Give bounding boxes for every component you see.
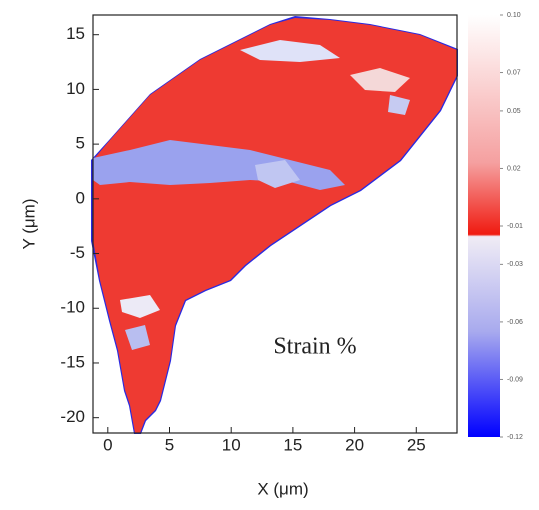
strain-map: [91, 16, 458, 434]
x-tick-label: 0: [103, 435, 112, 454]
y-tick-label: -10: [60, 298, 85, 317]
x-tick-label: 20: [345, 435, 364, 454]
colorbar-tick-label: -0.01: [507, 223, 523, 230]
colorbar-tick-label: -0.09: [507, 376, 523, 383]
colorbar-tick-label: -0.06: [507, 319, 523, 326]
x-tick-label: 10: [222, 435, 241, 454]
plot-frame: [92, 14, 458, 434]
y-tick-label: -5: [70, 243, 85, 262]
y-tick-label: -20: [60, 407, 85, 426]
y-tick-label: 5: [76, 134, 85, 153]
x-tick-label: 5: [165, 435, 174, 454]
x-tick-label: 15: [283, 435, 302, 454]
colorbar-tick-label: 0.02: [507, 165, 521, 172]
x-tick-label: 25: [407, 435, 426, 454]
x-axis-label: X (μm): [257, 479, 308, 498]
y-tick-label: 10: [66, 79, 85, 98]
colorbar-tick-label: 0.10: [507, 12, 521, 19]
colorbar: [468, 15, 500, 437]
colorbar-ticks: 0.10 0.07 0.05 0.02 -0.01 -0.03 -0.06 -0.09 -0.1…: [500, 12, 523, 441]
colorbar-tick-label: -0.12: [507, 434, 523, 441]
y-axis-label: Y (μm): [19, 198, 38, 249]
colorbar-tick-label: 0.07: [507, 69, 521, 76]
y-tick-label: 0: [76, 188, 85, 207]
annotation: Strain %: [273, 334, 356, 360]
colorbar-tick-label: 0.05: [507, 108, 521, 115]
colorbar-tick-label: -0.03: [507, 261, 523, 268]
y-tick-label: 15: [66, 24, 85, 43]
y-tick-label: -15: [60, 352, 85, 371]
